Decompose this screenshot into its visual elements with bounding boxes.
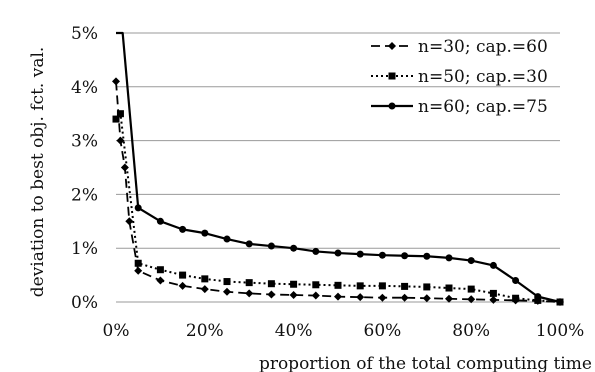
data-point — [125, 217, 134, 226]
y-tick-label: 1% — [71, 239, 98, 259]
data-point — [134, 266, 143, 275]
data-point — [467, 295, 476, 304]
data-point — [179, 225, 187, 233]
data-point — [489, 261, 497, 269]
data-point — [245, 240, 253, 248]
y-tick-label: 0% — [71, 293, 98, 313]
x-axis-title: proportion of the total computing time — [259, 354, 592, 372]
x-tick-label: 40% — [275, 321, 313, 341]
series-line — [116, 31, 561, 304]
data-point — [445, 284, 453, 292]
data-point — [120, 163, 129, 172]
data-point — [334, 281, 342, 289]
x-tick-label: 0% — [103, 321, 130, 341]
x-tick-label: 100% — [536, 321, 585, 341]
data-point — [512, 276, 520, 284]
legend: n=30; cap.=60 n=50; cap.=30 n=60; cap.=75 — [371, 37, 548, 117]
data-point — [423, 283, 431, 291]
data-point — [401, 252, 409, 260]
data-point — [422, 294, 431, 303]
data-point — [201, 229, 209, 237]
data-point — [534, 293, 542, 301]
data-point — [378, 293, 387, 302]
data-point — [356, 293, 365, 302]
data-point — [445, 254, 453, 262]
data-point — [134, 204, 142, 212]
data-point — [201, 275, 209, 283]
legend-item: n=30; cap.=60 — [371, 37, 548, 57]
data-point — [388, 42, 396, 50]
data-point — [512, 294, 520, 302]
y-tick-label: 5% — [71, 24, 98, 44]
y-tick-label: 2% — [71, 185, 98, 205]
data-point — [467, 285, 475, 293]
data-point — [267, 290, 276, 299]
y-axis-title: deviation to best obj. fct. val. — [28, 47, 48, 298]
data-point — [116, 110, 124, 118]
data-point — [401, 282, 409, 290]
data-point — [179, 271, 187, 279]
x-axis-ticks: 0% 20% 40% 60% 80% 100% — [103, 321, 585, 341]
y-axis-ticks: 0% 1% 2% 3% 4% 5% — [71, 24, 98, 313]
data-point — [356, 282, 364, 290]
legend-item: n=50; cap.=30 — [371, 67, 548, 87]
data-point — [356, 250, 364, 258]
y-tick-label: 3% — [71, 132, 98, 152]
y-tick-label: 4% — [71, 78, 98, 98]
data-point — [400, 293, 409, 302]
x-tick-label: 80% — [452, 321, 490, 341]
data-point — [112, 115, 120, 123]
data-point — [156, 266, 164, 274]
series — [112, 110, 564, 306]
data-point — [467, 257, 475, 265]
data-point — [489, 295, 498, 304]
data-point — [200, 285, 209, 294]
x-tick-label: 20% — [186, 321, 224, 341]
data-point — [290, 280, 298, 288]
data-point — [388, 102, 396, 110]
data-point — [134, 259, 142, 267]
data-point — [445, 294, 453, 303]
data-point — [245, 279, 253, 287]
data-point — [534, 296, 542, 304]
data-point — [311, 291, 320, 300]
data-point — [112, 77, 120, 86]
data-point — [378, 282, 386, 290]
data-point — [178, 281, 187, 290]
legend-item: n=60; cap.=75 — [371, 97, 548, 117]
legend-label: n=30; cap.=60 — [418, 37, 548, 57]
data-point — [223, 278, 231, 286]
data-point — [334, 292, 342, 301]
data-point — [289, 291, 298, 300]
data-point — [312, 247, 320, 255]
data-point — [423, 252, 431, 260]
data-point — [223, 287, 231, 296]
data-point — [267, 280, 275, 288]
grid-lines — [116, 32, 560, 303]
data-point — [290, 244, 298, 252]
data-point — [223, 235, 231, 243]
x-tick-label: 60% — [364, 321, 402, 341]
data-point — [245, 289, 254, 298]
data-point — [156, 276, 165, 285]
data-point — [267, 242, 275, 250]
series-layer — [112, 31, 564, 306]
series — [116, 31, 564, 306]
data-point — [388, 72, 396, 80]
data-point — [334, 249, 342, 257]
legend-label: n=60; cap.=75 — [418, 97, 548, 117]
data-point — [312, 281, 320, 289]
legend-label: n=50; cap.=30 — [418, 67, 548, 87]
data-point — [378, 251, 386, 259]
data-point — [156, 217, 164, 225]
data-point — [556, 298, 564, 306]
data-point — [489, 289, 497, 297]
